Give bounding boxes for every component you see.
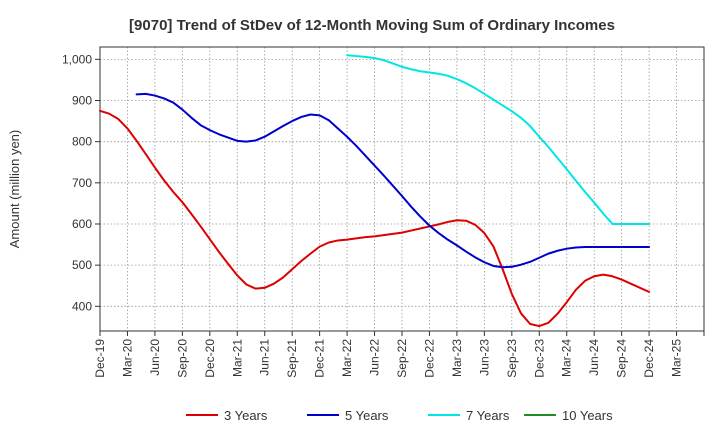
legend: 3 Years 5 Years 7 Years 10 Years xyxy=(186,408,613,423)
x-tick-label: Dec-19 xyxy=(93,339,107,378)
x-tick-label: Sep-24 xyxy=(615,339,629,378)
x-tick-label: Mar-20 xyxy=(120,339,134,377)
series-line-7-years xyxy=(346,54,651,225)
legend-item-3-years: 3 Years xyxy=(186,408,268,423)
legend-label: 10 Years xyxy=(562,408,613,423)
legend-label: 7 Years xyxy=(466,408,510,423)
x-tick-label: Mar-25 xyxy=(670,339,684,377)
y-tick-label: 700 xyxy=(72,176,92,190)
x-tick-label: Mar-23 xyxy=(450,339,464,377)
x-tick-label: Jun-21 xyxy=(258,339,272,376)
y-tick-label: 400 xyxy=(72,299,92,313)
y-tick-label: 500 xyxy=(72,258,92,272)
axes xyxy=(95,46,705,336)
x-tick-label: Sep-21 xyxy=(285,339,299,378)
x-tick-label: Jun-23 xyxy=(477,339,491,376)
plot-frame xyxy=(99,46,705,332)
x-tick-label: Sep-20 xyxy=(175,339,189,378)
legend-item-7-years: 7 Years xyxy=(428,408,510,423)
legend-item-10-years: 10 Years xyxy=(524,408,613,423)
series-line-5-years xyxy=(135,92,651,269)
series-line-3-years xyxy=(99,109,651,328)
legend-item-5-years: 5 Years xyxy=(307,408,389,423)
x-tick-label: Sep-23 xyxy=(505,339,519,378)
y-tick-label: 1,000 xyxy=(62,52,92,66)
series-layer xyxy=(99,54,651,328)
y-tick-label: 800 xyxy=(72,135,92,149)
x-tick-label: Mar-22 xyxy=(340,339,354,377)
x-tick-label: Mar-24 xyxy=(560,339,574,377)
x-tick-label: Jun-24 xyxy=(587,339,601,376)
x-tick-label: Sep-22 xyxy=(395,339,409,378)
x-tick-label: Dec-20 xyxy=(203,339,217,378)
x-tick-label: Dec-23 xyxy=(532,339,546,378)
x-tick-label: Jun-22 xyxy=(368,339,382,376)
grid xyxy=(100,47,704,331)
y-tick-label: 600 xyxy=(72,217,92,231)
y-tick-label: 900 xyxy=(72,94,92,108)
tick-labels: 400 500 600 700 800 900 1,000 Dec-19 Mar-20 Jun-2… xyxy=(62,52,684,377)
x-tick-label: Dec-22 xyxy=(422,339,436,378)
legend-label: 3 Years xyxy=(224,408,268,423)
legend-label: 5 Years xyxy=(345,408,389,423)
chart-title: [9070] Trend of StDev of 12-Month Moving… xyxy=(129,17,615,34)
x-tick-label: Jun-20 xyxy=(148,339,162,376)
y-axis-label: Amount (million yen) xyxy=(7,130,22,249)
x-tick-label: Dec-24 xyxy=(642,339,656,378)
x-tick-label: Dec-21 xyxy=(313,339,327,378)
x-tick-label: Mar-21 xyxy=(230,339,244,377)
